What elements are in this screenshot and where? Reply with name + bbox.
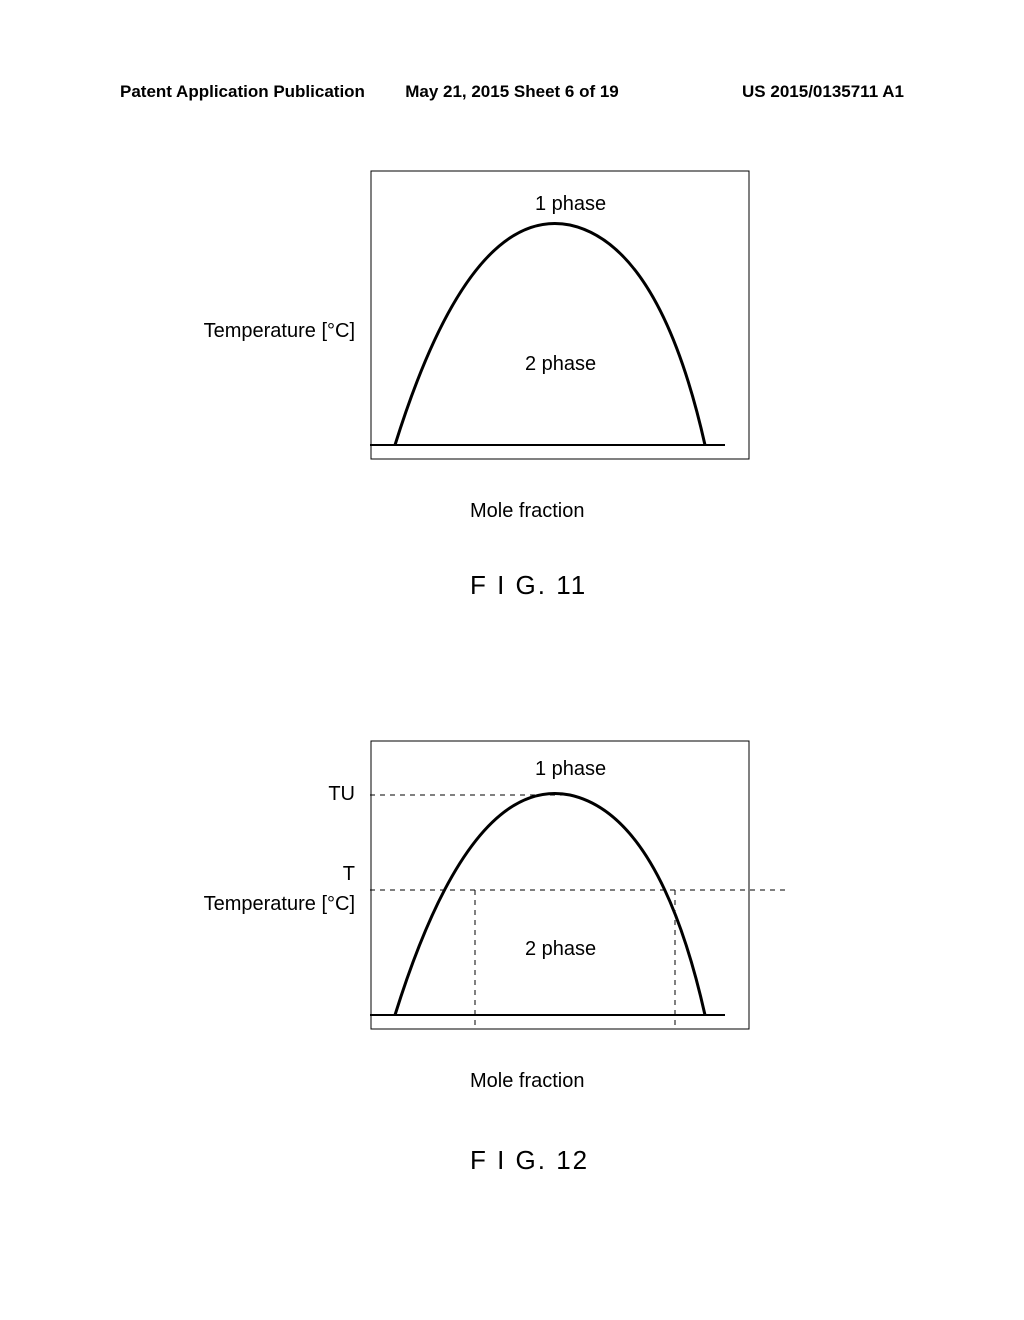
- fig12-phase-curve: [395, 793, 705, 1015]
- fig11-x-axis-label: Mole fraction: [470, 500, 585, 523]
- fig11-chart-svg: 1 phase 2 phase: [370, 170, 750, 460]
- figure-12: TU T Temperature [°C] 1 phase 2 phase Mo…: [0, 740, 1024, 1060]
- header-left: Patent Application Publication: [120, 82, 381, 102]
- fig11-chart-wrapper: Temperature [°C] 1 phase 2 phase: [0, 170, 1024, 490]
- fig11-inner-label: 2 phase: [525, 353, 596, 375]
- fig11-outer-label: 1 phase: [535, 193, 606, 215]
- fig11-y-axis-label: Temperature [°C]: [165, 320, 355, 343]
- fig12-tu-label: TU: [165, 780, 355, 808]
- fig12-chart-svg: 1 phase 2 phase: [370, 740, 800, 1030]
- fig12-caption: F I G. 12: [470, 1145, 589, 1176]
- header-mid: May 21, 2015 Sheet 6 of 19: [381, 82, 642, 102]
- fig12-x-axis-label: Mole fraction: [470, 1070, 585, 1093]
- fig11-caption: F I G. 11: [470, 570, 587, 601]
- fig12-y-labels: TU T Temperature [°C]: [165, 780, 355, 918]
- page-header: Patent Application Publication May 21, 2…: [0, 82, 1024, 102]
- header-right: US 2015/0135711 A1: [643, 82, 904, 102]
- fig12-t-label: T: [165, 860, 355, 888]
- fig12-outer-label: 1 phase: [535, 758, 606, 780]
- fig12-inner-label: 2 phase: [525, 938, 596, 960]
- fig12-frame: [371, 741, 749, 1029]
- figure-11: Temperature [°C] 1 phase 2 phase Mole fr…: [0, 170, 1024, 490]
- fig11-phase-curve: [395, 223, 705, 445]
- fig12-chart-wrapper: TU T Temperature [°C] 1 phase 2 phase: [0, 740, 1024, 1060]
- fig12-temp-label: Temperature [°C]: [165, 890, 355, 918]
